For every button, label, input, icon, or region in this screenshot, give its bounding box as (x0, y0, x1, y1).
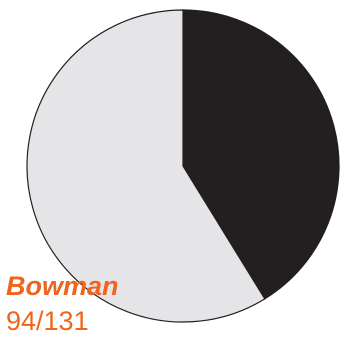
score-label: 94/131 (6, 306, 89, 336)
pie-slice-1 (26, 9, 266, 323)
pie-slice-0 (182, 9, 340, 300)
name-label: Bowman (6, 271, 119, 301)
pie-slices (26, 9, 340, 323)
